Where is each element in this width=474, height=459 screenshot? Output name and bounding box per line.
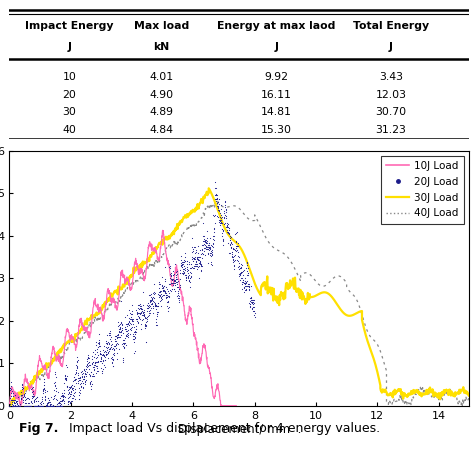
Text: 10: 10 xyxy=(62,72,76,82)
Text: 4.01: 4.01 xyxy=(149,72,173,82)
Text: Impact Energy: Impact Energy xyxy=(25,21,113,31)
Text: 15.30: 15.30 xyxy=(261,125,292,134)
Text: 40: 40 xyxy=(62,125,76,134)
Text: Fig 7.: Fig 7. xyxy=(18,422,58,435)
Text: 30: 30 xyxy=(62,107,76,117)
X-axis label: Displacement/ mm  .: Displacement/ mm . xyxy=(178,423,301,437)
Text: Energy at max laod: Energy at max laod xyxy=(217,21,335,31)
Legend: 10J Load, 20J Load, 30J Load, 40J Load: 10J Load, 20J Load, 30J Load, 40J Load xyxy=(381,156,464,224)
Text: 16.11: 16.11 xyxy=(261,90,292,100)
Text: 30.70: 30.70 xyxy=(375,107,407,117)
Text: 4.89: 4.89 xyxy=(149,107,173,117)
Text: 12.03: 12.03 xyxy=(375,90,407,100)
Text: Total Energy: Total Energy xyxy=(353,21,429,31)
Text: 31.23: 31.23 xyxy=(376,125,407,134)
Text: 9.92: 9.92 xyxy=(264,72,288,82)
Text: J: J xyxy=(274,42,278,52)
Text: Max load: Max load xyxy=(134,21,189,31)
Text: 4.90: 4.90 xyxy=(149,90,173,100)
Text: 4.84: 4.84 xyxy=(149,125,173,134)
Text: 20: 20 xyxy=(62,90,76,100)
Text: 14.81: 14.81 xyxy=(261,107,292,117)
Text: 3.43: 3.43 xyxy=(379,72,403,82)
Text: J: J xyxy=(389,42,393,52)
Text: J: J xyxy=(67,42,71,52)
Text: Impact load Vs displacement for 4 energy values.: Impact load Vs displacement for 4 energy… xyxy=(69,422,380,435)
Text: kN: kN xyxy=(153,42,169,52)
